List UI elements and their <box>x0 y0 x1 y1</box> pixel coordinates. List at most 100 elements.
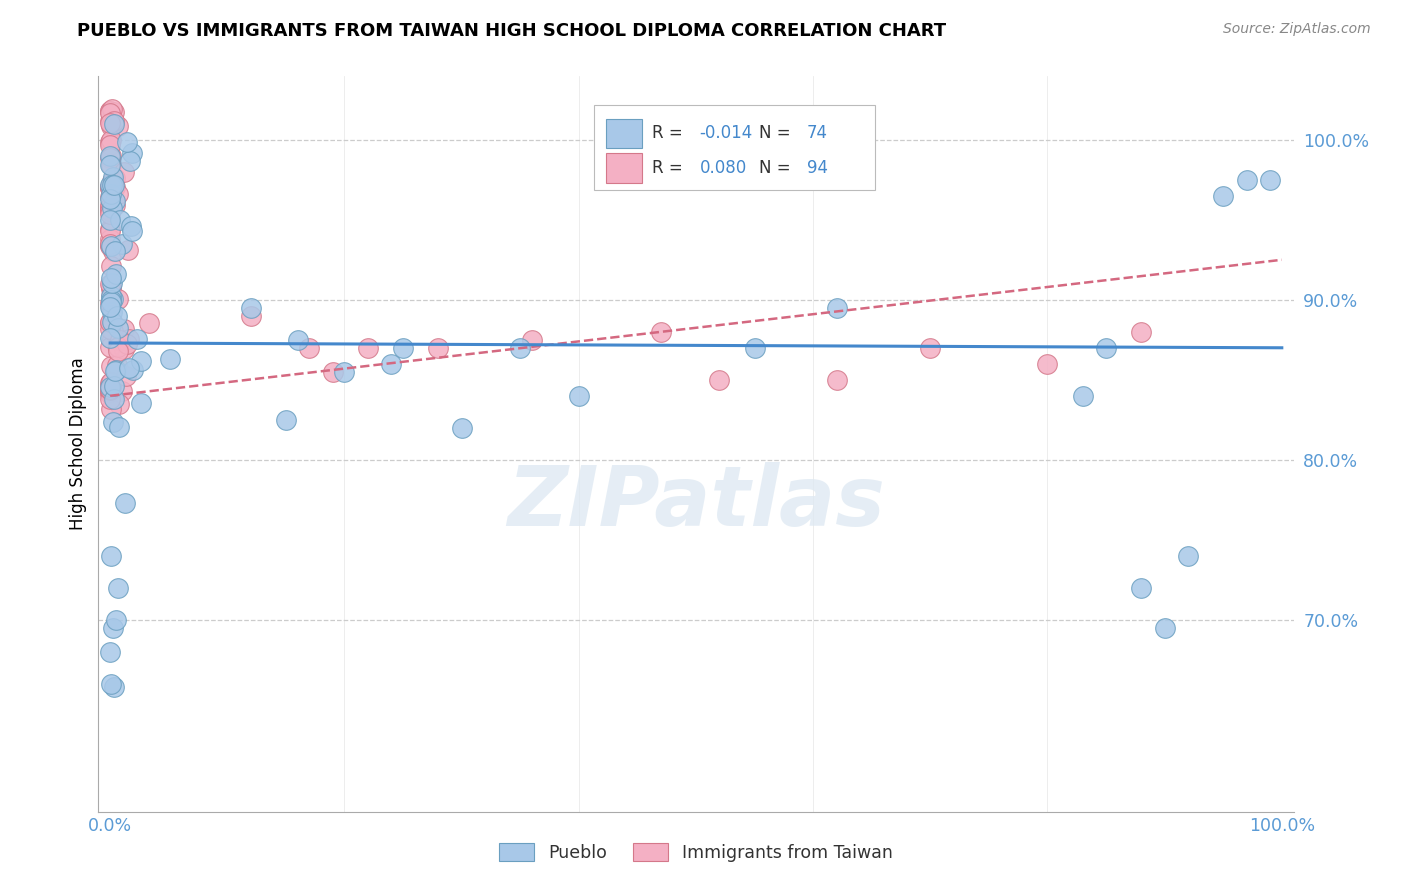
Point <box>1130 581 1153 595</box>
Point <box>107 341 129 355</box>
Point <box>98 149 121 163</box>
Y-axis label: High School Diploma: High School Diploma <box>69 358 87 530</box>
Point <box>1095 341 1118 355</box>
Text: ZIPatlas: ZIPatlas <box>508 462 884 543</box>
Point <box>825 301 848 315</box>
Point <box>1212 189 1234 203</box>
Point <box>1071 389 1094 403</box>
Point <box>121 224 143 238</box>
Point <box>111 237 134 252</box>
Point <box>103 178 125 192</box>
Point <box>107 581 129 595</box>
Point <box>125 332 148 346</box>
Point <box>98 300 121 314</box>
Point <box>98 316 121 330</box>
Point <box>98 316 121 330</box>
Point <box>100 114 122 128</box>
Point <box>98 387 121 401</box>
Point <box>98 207 121 221</box>
Point <box>104 613 127 627</box>
Point <box>1153 621 1175 635</box>
Point <box>103 379 125 393</box>
Bar <box>606 153 643 183</box>
Point <box>100 197 122 211</box>
Point <box>100 549 122 563</box>
Point <box>101 305 124 319</box>
Point <box>98 178 121 193</box>
Text: 74: 74 <box>807 124 828 142</box>
Point <box>100 288 122 302</box>
Point <box>101 174 124 188</box>
Point <box>1036 357 1059 371</box>
Point <box>98 202 121 217</box>
Point <box>98 224 121 238</box>
Point <box>103 114 125 128</box>
Point <box>100 158 122 172</box>
Point <box>108 213 131 227</box>
Point <box>103 104 125 119</box>
Point <box>100 185 122 199</box>
Point <box>112 165 135 179</box>
Bar <box>595 105 875 190</box>
Point <box>100 301 122 315</box>
Point <box>100 288 122 302</box>
Point <box>98 180 121 194</box>
Text: Source: ZipAtlas.com: Source: ZipAtlas.com <box>1223 22 1371 37</box>
Point <box>100 359 122 373</box>
Point <box>101 277 124 291</box>
Point <box>100 239 122 253</box>
Text: R =: R = <box>652 124 688 142</box>
Point <box>744 341 766 355</box>
Point <box>239 309 262 323</box>
Point <box>101 103 124 117</box>
Point <box>115 369 138 384</box>
Point <box>98 232 121 246</box>
Point <box>98 296 121 310</box>
Point <box>98 190 121 204</box>
Point <box>98 376 121 391</box>
Point <box>159 352 181 367</box>
Point <box>101 415 124 429</box>
Point <box>380 357 402 371</box>
Point <box>101 332 124 346</box>
Point <box>509 341 531 355</box>
Point <box>98 116 121 130</box>
Point <box>100 278 122 293</box>
Text: N =: N = <box>759 159 796 177</box>
Point <box>105 310 128 324</box>
Point <box>322 365 344 379</box>
Point <box>98 277 121 291</box>
Point <box>104 198 127 212</box>
Point <box>1130 325 1153 339</box>
Point <box>98 384 121 399</box>
Point <box>115 135 138 149</box>
Point <box>107 320 129 334</box>
Point <box>100 202 122 216</box>
Point <box>98 645 121 659</box>
Point <box>104 244 127 259</box>
Point <box>392 341 415 355</box>
Point <box>357 341 380 355</box>
Point <box>118 332 141 346</box>
Point <box>100 401 122 416</box>
Point <box>105 359 128 373</box>
Point <box>112 343 135 357</box>
Point <box>100 295 122 310</box>
Point <box>101 324 124 338</box>
Point <box>121 146 143 161</box>
Point <box>100 200 122 214</box>
Point <box>111 384 134 399</box>
Legend: Pueblo, Immigrants from Taiwan: Pueblo, Immigrants from Taiwan <box>499 843 893 862</box>
Point <box>118 361 141 376</box>
Point <box>100 282 122 296</box>
Point <box>333 365 356 379</box>
Point <box>98 237 121 252</box>
Point <box>100 376 122 390</box>
Point <box>107 396 129 410</box>
Text: -0.014: -0.014 <box>700 124 752 142</box>
Point <box>129 353 152 368</box>
Point <box>100 380 122 394</box>
Point <box>98 383 121 397</box>
Point <box>100 187 122 202</box>
Point <box>107 292 129 306</box>
